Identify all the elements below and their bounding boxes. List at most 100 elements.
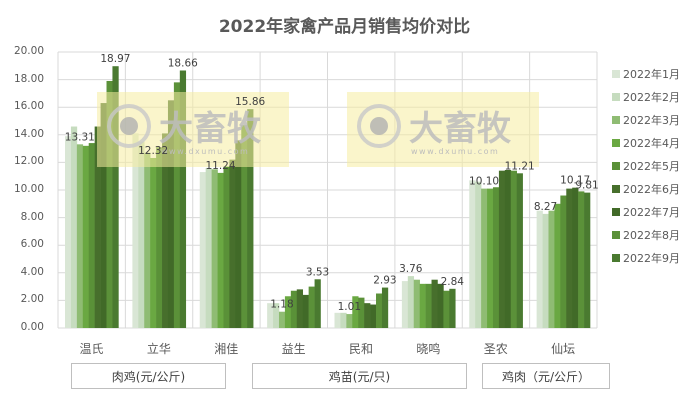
bar — [469, 180, 476, 328]
bar — [536, 210, 543, 328]
bar — [560, 195, 567, 328]
bar — [199, 172, 206, 328]
bar — [229, 159, 236, 328]
bar — [370, 304, 377, 328]
data-label: 11.21 — [505, 160, 535, 172]
chart-title: 2022年家禽产品月销售均价对比 — [218, 17, 471, 37]
bar — [278, 311, 286, 328]
bar — [179, 70, 187, 328]
category-group-label: 鸡苗(元/只) — [252, 363, 467, 389]
y-tick-label: 6.00 — [20, 238, 44, 251]
bar — [481, 188, 488, 328]
legend-item: 2022年1月 — [612, 62, 680, 85]
legend-label: 2022年4月 — [623, 136, 680, 150]
bar — [106, 80, 113, 328]
data-label: 9.81 — [575, 180, 598, 192]
bar — [554, 203, 561, 328]
y-tick-label: 8.00 — [20, 210, 44, 223]
data-label: 1.18 — [270, 299, 293, 311]
bar — [510, 170, 517, 328]
bar — [346, 314, 353, 328]
y-tick-label: 0.00 — [20, 321, 44, 333]
bar — [88, 143, 95, 328]
data-label: 2.84 — [441, 276, 465, 288]
legend-label: 2022年9月 — [623, 252, 680, 266]
bar — [407, 276, 415, 328]
bar — [516, 173, 523, 328]
x-category-label: 湘佳 — [214, 342, 239, 356]
bar — [132, 133, 139, 328]
data-label: 15.86 — [235, 96, 265, 108]
data-label: 2.93 — [373, 275, 396, 287]
data-label: 13.31 — [65, 131, 95, 143]
legend-swatch-icon — [612, 92, 620, 101]
bar — [449, 288, 456, 328]
y-tick-label: 10.00 — [13, 183, 44, 195]
data-label: 1.01 — [338, 301, 361, 313]
bar — [211, 169, 218, 328]
data-label: 18.97 — [100, 53, 130, 65]
bar — [284, 296, 292, 328]
legend-swatch-icon — [612, 231, 620, 240]
bar — [296, 289, 304, 328]
bar — [217, 172, 224, 328]
bar — [419, 283, 426, 328]
legend-label: 2022年8月 — [623, 229, 680, 243]
bar — [498, 170, 506, 328]
bar — [241, 125, 248, 328]
y-tick-label: 4.00 — [20, 265, 44, 278]
x-category-label: 立华 — [146, 342, 171, 356]
bar — [100, 103, 107, 328]
legend-swatch-icon — [612, 138, 620, 147]
x-category-label: 民和 — [348, 342, 373, 356]
bar — [413, 279, 420, 328]
data-label: 3.53 — [306, 266, 329, 278]
legend-label: 2022年1月 — [623, 67, 680, 81]
bar — [112, 66, 119, 329]
bar — [302, 294, 309, 328]
bar — [572, 187, 579, 328]
bar — [584, 192, 591, 328]
bar — [376, 293, 383, 328]
legend-label: 2022年3月 — [623, 113, 680, 127]
bar — [235, 140, 242, 328]
y-tick-label: 2.00 — [20, 293, 44, 306]
legend: 2022年1月 2022年2月 2022年3月 2022年4月 2022年5月 2022年… — [612, 62, 680, 270]
bar — [364, 303, 371, 328]
legend-label: 2022年2月 — [623, 90, 680, 104]
svg-text:www.dxumu.com: www.dxumu.com — [411, 147, 499, 156]
bar — [566, 188, 573, 328]
bar — [150, 157, 157, 328]
y-tick-label: 16.00 — [13, 100, 44, 113]
bar — [401, 281, 409, 328]
legend-item: 2022年4月 — [612, 131, 680, 154]
bar — [94, 126, 101, 329]
bar — [487, 188, 494, 328]
bar — [425, 283, 432, 328]
bar — [290, 290, 298, 328]
legend-swatch-icon — [612, 185, 620, 194]
bar — [358, 297, 365, 328]
bar — [542, 213, 549, 328]
legend-item: 2022年7月 — [612, 201, 680, 224]
bar — [173, 82, 181, 328]
legend-item: 2022年6月 — [612, 177, 680, 200]
data-label: 11.24 — [205, 160, 235, 172]
bar — [76, 144, 84, 328]
bar — [247, 109, 254, 328]
bar — [443, 290, 450, 328]
bar — [504, 169, 512, 328]
bar — [308, 286, 315, 328]
svg-text:大畜牧: 大畜牧 — [159, 109, 262, 149]
bar — [65, 136, 72, 328]
bar — [138, 141, 145, 328]
bar — [70, 126, 78, 329]
legend-swatch-icon — [612, 161, 620, 170]
x-category-label: 温氏 — [79, 342, 104, 356]
legend-item: 2022年5月 — [612, 154, 680, 177]
bar — [82, 145, 90, 328]
legend-item: 2022年3月 — [612, 108, 680, 131]
legend-label: 2022年7月 — [623, 206, 680, 220]
